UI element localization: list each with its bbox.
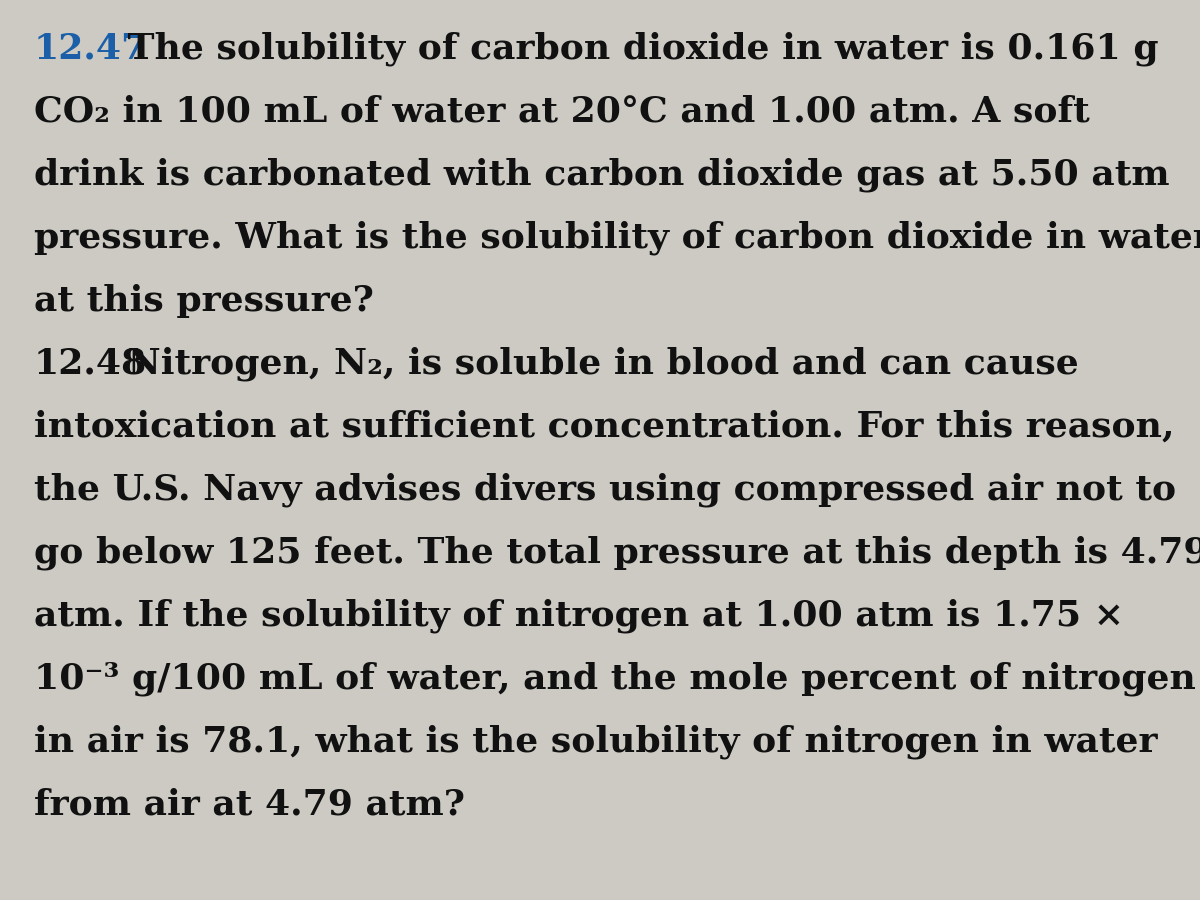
Text: Nitrogen, N₂, is soluble in blood and can cause: Nitrogen, N₂, is soluble in blood and ca…	[115, 346, 1079, 381]
Text: CO₂ in 100 mL of water at 20°C and 1.00 atm. A soft: CO₂ in 100 mL of water at 20°C and 1.00 …	[34, 94, 1090, 129]
Text: intoxication at sufficient concentration. For this reason,: intoxication at sufficient concentration…	[34, 410, 1174, 444]
Text: from air at 4.79 atm?: from air at 4.79 atm?	[34, 788, 464, 822]
Text: atm. If the solubility of nitrogen at 1.00 atm is 1.75 ×: atm. If the solubility of nitrogen at 1.…	[34, 598, 1123, 633]
Text: pressure. What is the solubility of carbon dioxide in water: pressure. What is the solubility of carb…	[34, 220, 1200, 255]
Text: The solubility of carbon dioxide in water is 0.161 g: The solubility of carbon dioxide in wate…	[115, 32, 1158, 66]
Text: 10⁻³ g/100 mL of water, and the mole percent of nitrogen: 10⁻³ g/100 mL of water, and the mole per…	[34, 662, 1195, 696]
Text: 12.48: 12.48	[34, 346, 146, 381]
Text: in air is 78.1, what is the solubility of nitrogen in water: in air is 78.1, what is the solubility o…	[34, 724, 1157, 759]
Text: 12.47: 12.47	[34, 32, 146, 66]
Text: at this pressure?: at this pressure?	[34, 284, 373, 318]
Text: go below 125 feet. The total pressure at this depth is 4.79: go below 125 feet. The total pressure at…	[34, 536, 1200, 570]
Text: the U.S. Navy advises divers using compressed air not to: the U.S. Navy advises divers using compr…	[34, 472, 1176, 507]
Text: drink is carbonated with carbon dioxide gas at 5.50 atm: drink is carbonated with carbon dioxide …	[34, 158, 1169, 192]
